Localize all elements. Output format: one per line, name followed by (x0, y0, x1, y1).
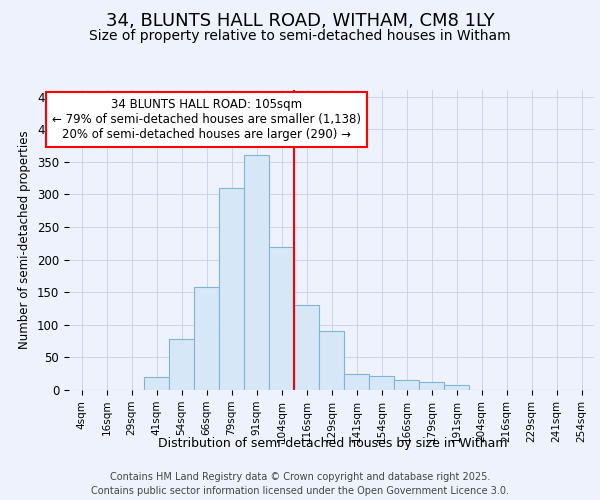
Text: Distribution of semi-detached houses by size in Witham: Distribution of semi-detached houses by … (158, 438, 508, 450)
Text: Contains public sector information licensed under the Open Government Licence 3.: Contains public sector information licen… (91, 486, 509, 496)
Bar (194, 287, 219, 390)
Bar (419, 382, 444, 390)
Text: 34 BLUNTS HALL ROAD: 105sqm
← 79% of semi-detached houses are smaller (1,138)
20: 34 BLUNTS HALL ROAD: 105sqm ← 79% of sem… (52, 98, 361, 141)
Bar (319, 332, 344, 390)
Bar (144, 377, 169, 390)
Bar (394, 380, 419, 390)
Bar (444, 386, 469, 390)
Bar (244, 155, 269, 390)
Bar (269, 246, 294, 390)
Y-axis label: Number of semi-detached properties: Number of semi-detached properties (19, 130, 31, 350)
Bar (344, 374, 369, 390)
Bar (369, 376, 394, 390)
Text: Contains HM Land Registry data © Crown copyright and database right 2025.: Contains HM Land Registry data © Crown c… (110, 472, 490, 482)
Text: Size of property relative to semi-detached houses in Witham: Size of property relative to semi-detach… (89, 29, 511, 43)
Text: 34, BLUNTS HALL ROAD, WITHAM, CM8 1LY: 34, BLUNTS HALL ROAD, WITHAM, CM8 1LY (106, 12, 494, 30)
Bar (169, 339, 194, 390)
Bar (219, 188, 244, 390)
Bar (294, 305, 319, 390)
